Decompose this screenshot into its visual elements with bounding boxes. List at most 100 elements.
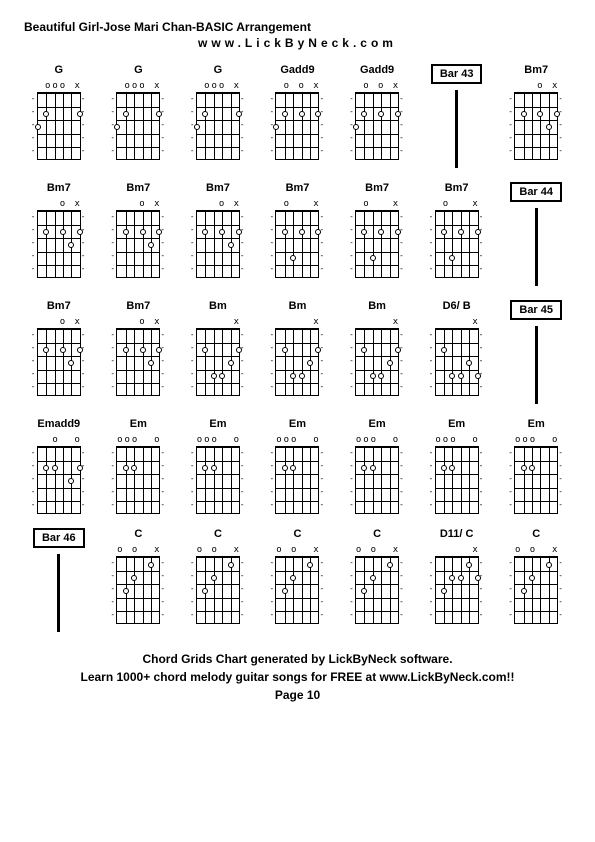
muting-row: x — [275, 318, 319, 328]
chord-cell: C-----oox----- — [183, 528, 253, 632]
chord-cell: Emadd9-----oo----- — [24, 418, 94, 514]
tick-col-right: ----- — [558, 446, 564, 514]
finger-dot — [307, 562, 313, 568]
chord-name: Bm7 — [286, 182, 310, 196]
chord-diagram: -----ox----- — [429, 200, 485, 278]
fretboard — [116, 446, 160, 514]
fretboard — [196, 210, 240, 278]
finger-dot — [68, 242, 74, 248]
fretboard — [196, 328, 240, 396]
finger-dot — [43, 229, 49, 235]
finger-dot — [123, 465, 129, 471]
muting-row: ox — [196, 200, 240, 210]
chord-name: Bm7 — [365, 182, 389, 196]
chord-cell: Bm7-----ox----- — [24, 182, 94, 286]
chord-name: G — [55, 64, 64, 78]
finger-dot — [202, 588, 208, 594]
chord-name: Bm — [209, 300, 227, 314]
chord-cell: D6/ B-----x----- — [422, 300, 492, 404]
finger-dot — [123, 229, 129, 235]
chord-diagram: -----oox----- — [269, 82, 325, 160]
muting-row: ox — [514, 82, 558, 92]
finger-dot — [441, 465, 447, 471]
bar-line — [57, 554, 60, 632]
finger-dot — [290, 575, 296, 581]
tick-col-right: ----- — [399, 210, 405, 278]
finger-dot — [449, 465, 455, 471]
chord-cell: C-----oox----- — [342, 528, 412, 632]
chord-cell: Bm7-----ox----- — [104, 300, 174, 404]
chord-name: Bm7 — [206, 182, 230, 196]
finger-dot — [123, 111, 129, 117]
chord-diagram: -----ooox----- — [110, 82, 166, 160]
finger-dot — [466, 360, 472, 366]
finger-dot — [211, 373, 217, 379]
tick-col-right: ----- — [240, 556, 246, 624]
finger-dot — [290, 465, 296, 471]
chord-cell: Gadd9-----oox----- — [342, 64, 412, 168]
finger-dot — [370, 255, 376, 261]
fretboard — [514, 92, 558, 160]
finger-dot — [148, 242, 154, 248]
chord-diagram: -----oooo----- — [190, 436, 246, 514]
chord-name: Bm7 — [126, 300, 150, 314]
bar-marker: Bar 46 — [24, 528, 94, 632]
finger-dot — [228, 360, 234, 366]
chord-cell: Bm7-----ox----- — [183, 182, 253, 286]
finger-dot — [441, 347, 447, 353]
finger-dot — [370, 575, 376, 581]
chord-diagram: -----oox----- — [349, 546, 405, 624]
bar-line — [535, 208, 538, 286]
chord-diagram: -----ox----- — [110, 200, 166, 278]
page-footer: Chord Grids Chart generated by LickByNec… — [24, 650, 571, 704]
chord-cell: G-----ooox----- — [24, 64, 94, 168]
finger-dot — [123, 347, 129, 353]
chord-diagram: -----x----- — [429, 318, 485, 396]
chord-name: D11/ C — [440, 528, 474, 542]
chord-name: Em — [209, 418, 226, 432]
finger-dot — [449, 373, 455, 379]
finger-dot — [458, 229, 464, 235]
tick-col-right: ----- — [81, 92, 87, 160]
finger-dot — [202, 229, 208, 235]
finger-dot — [282, 588, 288, 594]
chord-diagram: -----oox----- — [508, 546, 564, 624]
tick-col-right: ----- — [160, 328, 166, 396]
finger-dot — [219, 229, 225, 235]
fretboard — [116, 210, 160, 278]
chord-name: Em — [528, 418, 545, 432]
chord-name: G — [134, 64, 143, 78]
finger-dot — [43, 347, 49, 353]
finger-dot — [114, 124, 120, 130]
muting-row: ooox — [196, 82, 240, 92]
tick-col-right: ----- — [240, 328, 246, 396]
chord-diagram: -----oooo----- — [269, 436, 325, 514]
chord-cell: Em-----oooo----- — [342, 418, 412, 514]
chord-name: Bm7 — [524, 64, 548, 78]
finger-dot — [140, 229, 146, 235]
fretboard — [275, 328, 319, 396]
finger-dot — [140, 347, 146, 353]
bar-marker: Bar 44 — [501, 182, 571, 286]
muting-row: oooo — [116, 436, 160, 446]
finger-dot — [529, 465, 535, 471]
finger-dot — [273, 124, 279, 130]
fretboard — [37, 328, 81, 396]
finger-dot — [60, 347, 66, 353]
chord-name: Gadd9 — [360, 64, 394, 78]
tick-col-right: ----- — [160, 210, 166, 278]
chord-name: Bm7 — [47, 300, 71, 314]
finger-dot — [148, 360, 154, 366]
tick-col-right: ----- — [240, 446, 246, 514]
muting-row: x — [435, 318, 479, 328]
finger-dot — [299, 229, 305, 235]
chord-cell: Em-----oooo----- — [501, 418, 571, 514]
chord-name: G — [214, 64, 223, 78]
finger-dot — [290, 255, 296, 261]
fretboard — [37, 446, 81, 514]
chord-name: Emadd9 — [37, 418, 80, 432]
muting-row: oox — [196, 546, 240, 556]
footer-line-2: Learn 1000+ chord melody guitar songs fo… — [24, 668, 571, 686]
fretboard — [275, 556, 319, 624]
finger-dot — [307, 360, 313, 366]
